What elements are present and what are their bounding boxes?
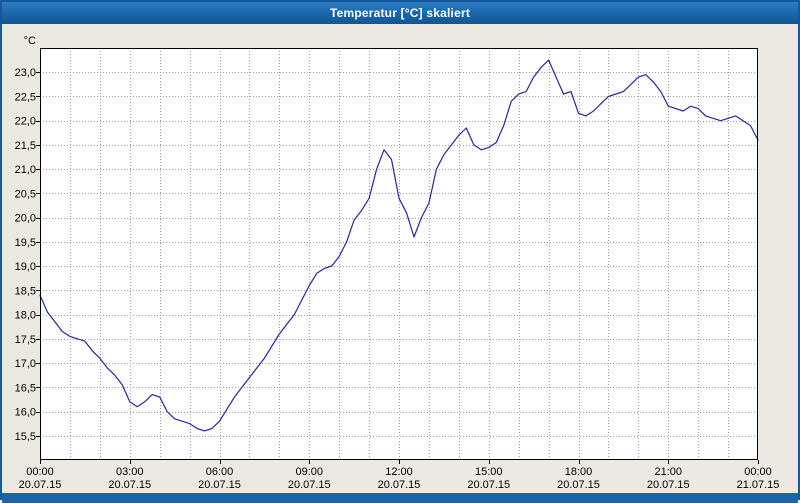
x-tick-time-label: 00:00: [744, 466, 772, 478]
x-tick-date-label: 20.07.15: [198, 479, 241, 488]
y-axis-unit-label: °C: [24, 35, 36, 47]
y-tick-label: 19,5: [15, 237, 36, 249]
y-tick-label: 17,5: [15, 334, 36, 346]
y-tick-label: 18,5: [15, 285, 36, 297]
axis-tick-labels: °C 15,5 16,0 16,5 17,0 17,5 18,0 18,5 19,0 19,5 20…: [15, 35, 780, 491]
y-tick-label: 21,0: [15, 164, 36, 176]
x-tick-date-label: 21.07.15: [737, 479, 780, 488]
y-tick-label: 19,0: [15, 261, 36, 273]
x-tick-date-label: 20.07.15: [557, 479, 600, 488]
y-tick-label: 22,5: [15, 91, 36, 103]
x-tick-date-label: 20.07.15: [288, 479, 331, 488]
window-bottom-bar: [2, 493, 798, 503]
axis-ticks: [36, 72, 759, 464]
window-title: Temperatur [°C] skaliert: [329, 6, 471, 20]
chart-area: °C 15,5 16,0 16,5 17,0 17,5 18,0 18,5 19,0 19,5 20…: [2, 24, 798, 493]
x-tick-time-label: 18:00: [565, 466, 593, 478]
plot-border: [40, 48, 758, 460]
x-tick-date-label: 20.07.15: [378, 479, 421, 488]
x-tick-time-label: 00:00: [26, 466, 54, 478]
y-tick-label: 15,5: [15, 431, 36, 443]
y-tick-label: 21,5: [15, 140, 36, 152]
y-tick-label: 20,0: [15, 213, 36, 225]
x-tick-time-label: 12:00: [385, 466, 413, 478]
y-tick-label: 18,0: [15, 310, 36, 322]
x-tick-time-label: 09:00: [295, 466, 323, 478]
window-titlebar: Temperatur [°C] skaliert: [2, 2, 798, 24]
y-tick-label: 16,0: [15, 407, 36, 419]
temperature-chart: °C 15,5 16,0 16,5 17,0 17,5 18,0 18,5 19,0 19,5 20…: [15, 35, 780, 491]
x-tick-time-label: 15:00: [475, 466, 503, 478]
temperature-series-line: [39, 59, 759, 432]
x-tick-time-label: 21:00: [654, 466, 682, 478]
x-tick-date-label: 20.07.15: [19, 479, 62, 488]
x-tick-date-label: 20.07.15: [108, 479, 151, 488]
y-tick-label: 20,5: [15, 188, 36, 200]
x-tick-date-label: 20.07.15: [647, 479, 690, 488]
plot-background: [40, 48, 758, 460]
y-tick-label: 23,0: [15, 67, 36, 79]
x-tick-time-label: 03:00: [116, 466, 144, 478]
x-tick-date-label: 20.07.15: [467, 479, 510, 488]
y-tick-label: 17,0: [15, 358, 36, 370]
x-tick-time-label: 06:00: [206, 466, 234, 478]
y-tick-label: 16,5: [15, 382, 36, 394]
y-tick-label: 22,0: [15, 116, 36, 128]
